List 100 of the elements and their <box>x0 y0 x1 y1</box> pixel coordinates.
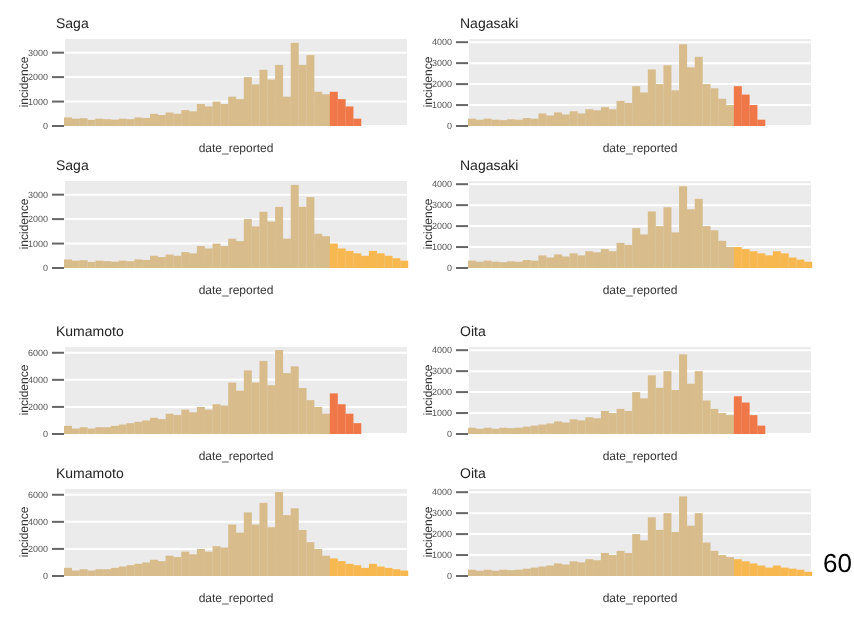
bar <box>275 206 284 268</box>
bar <box>259 211 268 268</box>
bar <box>546 565 555 576</box>
bar <box>142 420 151 434</box>
bar <box>663 371 672 434</box>
bar <box>353 565 362 576</box>
bar <box>110 119 119 126</box>
bar <box>514 119 523 126</box>
bar <box>329 91 338 126</box>
bar <box>538 113 547 126</box>
bar <box>64 259 72 268</box>
bar <box>400 260 409 268</box>
bar <box>345 250 354 268</box>
bar <box>79 260 88 268</box>
bar <box>499 427 508 434</box>
bar <box>275 492 284 576</box>
bar <box>189 412 198 434</box>
bar <box>663 513 672 576</box>
bar <box>290 184 299 268</box>
bar <box>741 402 750 434</box>
bar <box>157 115 166 126</box>
bar <box>314 406 323 434</box>
bar <box>337 99 346 126</box>
bar <box>306 55 315 126</box>
bar <box>741 94 750 126</box>
bar <box>757 253 766 268</box>
bar <box>103 427 112 434</box>
bar <box>468 260 476 268</box>
bar <box>243 77 252 126</box>
bar <box>694 513 703 576</box>
bar <box>95 260 104 268</box>
bar <box>632 392 641 434</box>
bar <box>290 508 299 576</box>
bar <box>499 262 508 268</box>
bar <box>361 567 370 576</box>
bar <box>87 261 96 268</box>
bar <box>507 428 516 434</box>
bar <box>514 261 523 268</box>
bar <box>322 94 330 126</box>
bar <box>585 109 594 126</box>
bar <box>228 238 237 268</box>
bar <box>79 427 88 434</box>
bar <box>228 524 237 576</box>
bar <box>368 563 377 576</box>
bar <box>663 65 672 126</box>
bar <box>577 562 586 576</box>
bar <box>522 118 531 126</box>
bar <box>600 410 609 434</box>
bar <box>134 117 143 126</box>
bar <box>561 256 570 268</box>
bar <box>757 565 766 576</box>
bar <box>468 427 476 434</box>
bar <box>475 119 484 126</box>
bar <box>546 257 555 268</box>
bar <box>593 418 602 434</box>
bar <box>507 261 516 268</box>
bar <box>726 415 734 434</box>
bar <box>796 259 805 268</box>
bar <box>632 228 641 268</box>
bar <box>134 259 143 268</box>
bar <box>71 260 80 268</box>
bar <box>749 251 758 268</box>
bar <box>118 260 127 268</box>
bar <box>593 252 602 268</box>
bar <box>585 251 594 268</box>
bar <box>196 104 205 126</box>
bar <box>585 417 594 434</box>
bar <box>468 569 476 576</box>
bar <box>632 86 641 126</box>
bar <box>718 413 727 434</box>
bar <box>561 564 570 576</box>
bar <box>733 86 742 126</box>
bar <box>87 570 96 576</box>
bar <box>204 409 213 434</box>
bar <box>608 413 617 434</box>
bar <box>118 424 127 434</box>
bar <box>103 261 112 268</box>
bar <box>780 253 789 268</box>
bar <box>290 366 299 434</box>
bar <box>593 560 602 576</box>
bar <box>345 106 354 126</box>
bar <box>507 119 516 126</box>
bar <box>647 69 656 126</box>
bar <box>608 251 617 268</box>
bar <box>507 570 516 576</box>
bar <box>134 421 143 434</box>
bar <box>329 558 338 576</box>
bar <box>157 561 166 576</box>
bar <box>259 360 268 434</box>
bar <box>181 110 190 126</box>
bar <box>647 211 656 268</box>
bar <box>522 260 531 268</box>
bar <box>741 561 750 576</box>
bar <box>103 569 112 576</box>
bar <box>361 255 370 268</box>
bar <box>95 569 104 576</box>
bar <box>322 555 330 576</box>
bar <box>475 428 484 434</box>
bar <box>376 253 385 268</box>
bar <box>538 566 547 576</box>
